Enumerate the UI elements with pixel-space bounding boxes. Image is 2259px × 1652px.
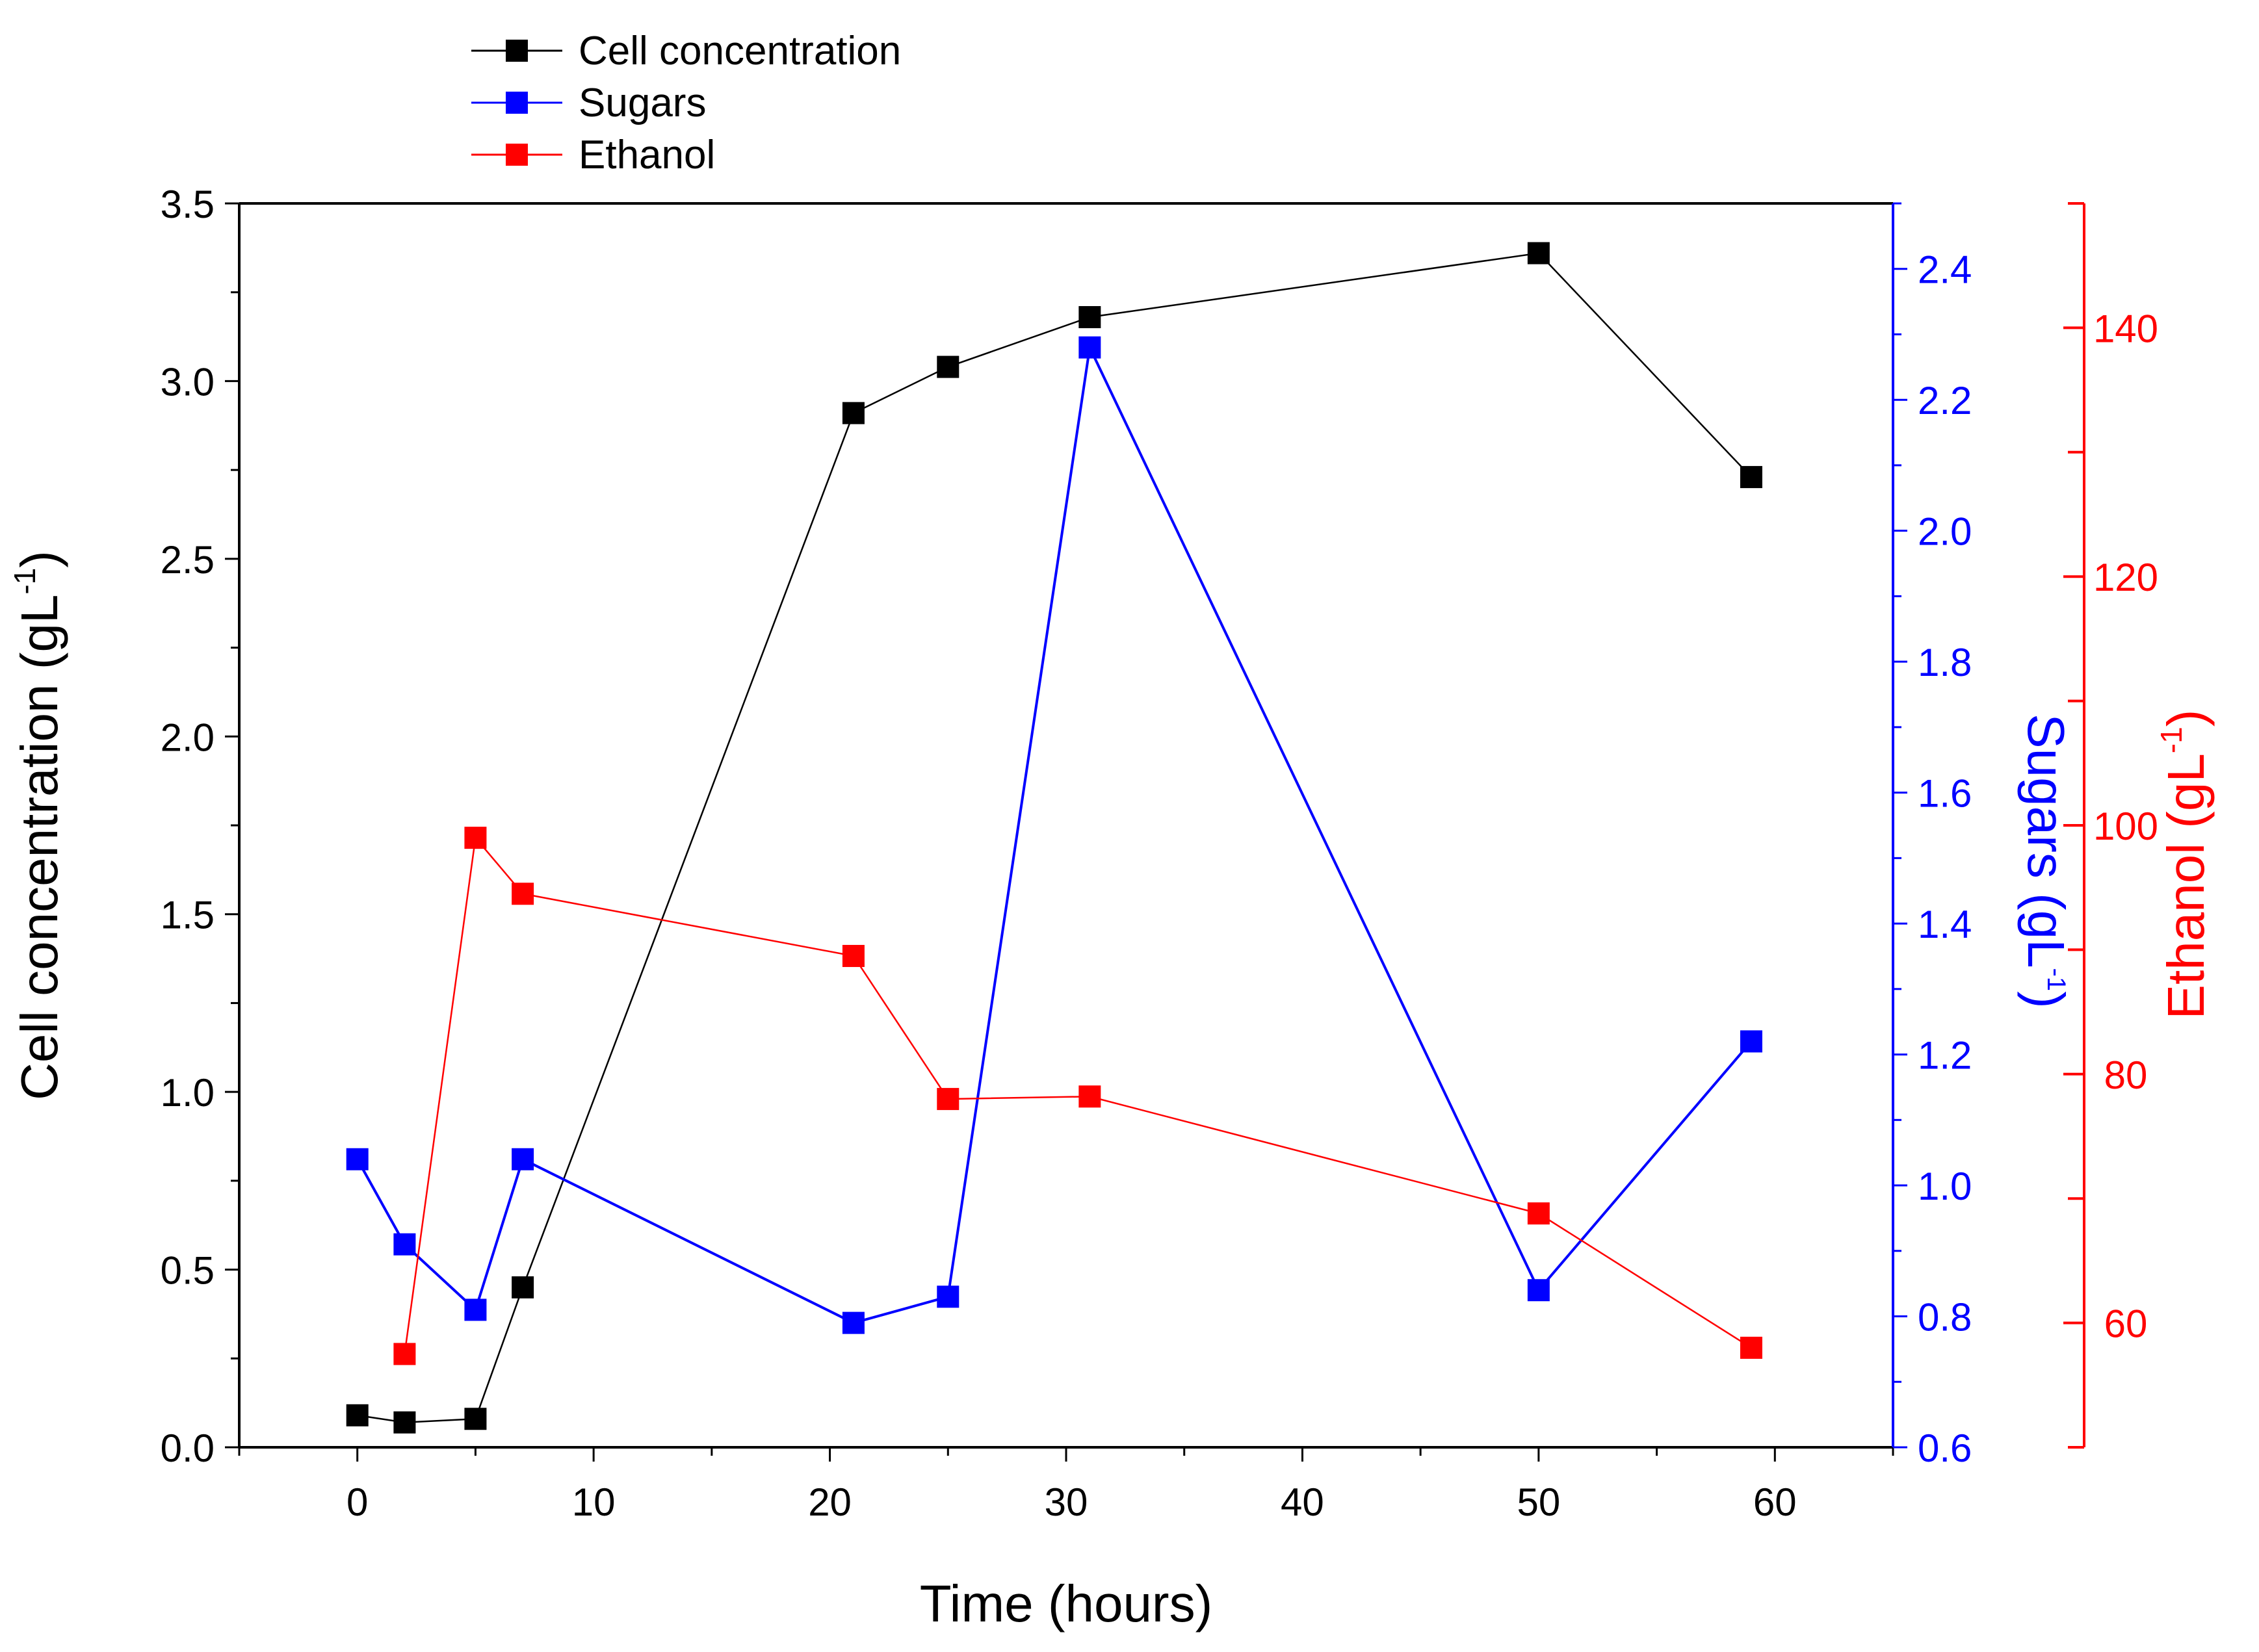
y-sugars-tick-label: 1.6 [1918, 772, 1972, 816]
y-sugars-axis-title-sup: -1 [2042, 968, 2070, 992]
y-ethanol-tick-label: 120 [2093, 556, 2158, 599]
legend-label-ethanol: Ethanol [579, 133, 715, 177]
data-point-cell-concentration [512, 1276, 534, 1298]
y-left-tick-label: 3.0 [161, 360, 215, 404]
y-left-axis-title-end: ) [10, 550, 68, 568]
y-sugars-tick-label: 0.6 [1918, 1426, 1972, 1470]
y-left-tick-label: 1.0 [161, 1071, 215, 1115]
y-sugars-tick-label: 1.4 [1918, 903, 1972, 946]
y-ethanol-tick-label: 80 [2104, 1053, 2148, 1097]
data-point-cell-concentration [1527, 242, 1550, 265]
data-point-cell-concentration [937, 355, 960, 378]
x-tick-label: 10 [572, 1480, 616, 1524]
legend-label-cell-concentration: Cell concentration [579, 29, 901, 73]
axes-layer: 0 10 20 30 40 50 60 Time (hours) 0.0 0.5 1.0 1.5 2.0… [8, 183, 2215, 1633]
data-point-sugars [1078, 336, 1101, 359]
y-left-axis-title-sup: -1 [8, 568, 42, 595]
y-sugars-tick-label: 1.0 [1918, 1165, 1972, 1208]
data-point-sugars [1740, 1030, 1762, 1053]
data-point-ethanol [842, 944, 865, 967]
data-point-cell-concentration [346, 1404, 369, 1426]
legend-marker-sugars [506, 92, 528, 114]
x-tick-label: 30 [1045, 1480, 1088, 1524]
y-left-tick-label: 2.5 [161, 538, 215, 582]
data-point-sugars [393, 1233, 416, 1256]
y-ethanol-axis-title: Ethanol (gL-1) [2154, 710, 2215, 1020]
data-point-ethanol [1740, 1336, 1762, 1359]
series-line-sugars [356, 342, 1753, 1324]
x-tick-label: 60 [1753, 1480, 1797, 1524]
y-left-axis-title-main: Cell concentration (gL [10, 595, 68, 1100]
legend-marker-ethanol [506, 144, 528, 166]
y-sugars-tick-label: 2.4 [1918, 248, 1972, 292]
y-ethanol-tick-label: 100 [2093, 805, 2158, 848]
data-point-ethanol [393, 1343, 416, 1365]
x-tick-label: 0 [346, 1480, 368, 1524]
y-left-tick-label: 3.5 [161, 183, 215, 226]
y-sugars-tick-label: 2.2 [1918, 379, 1972, 422]
y-ethanol-axis-title-main: Ethanol (gL [2157, 753, 2215, 1019]
x-tick-label: 50 [1517, 1480, 1560, 1524]
y-ethanol-tick-label: 140 [2093, 307, 2158, 350]
data-point-ethanol [1527, 1202, 1550, 1225]
y-ethanol-tick-label: 60 [2104, 1302, 2148, 1346]
data-point-ethanol [937, 1088, 960, 1111]
legend-label-sugars: Sugars [579, 81, 706, 125]
x-tick-label: 40 [1281, 1480, 1324, 1524]
data-point-cell-concentration [393, 1411, 416, 1434]
y-sugars-axis-title: Sugars (gL-1) [2017, 714, 2075, 1009]
series-layer [346, 242, 1762, 1434]
y-sugars-tick-label: 1.8 [1918, 641, 1972, 684]
data-point-sugars [464, 1298, 487, 1321]
y-left-axis-title: Cell concentration (gL-1) [8, 550, 68, 1100]
legend: Cell concentration Sugars Ethanol [471, 29, 901, 177]
x-axis-title: Time (hours) [920, 1575, 1212, 1633]
x-tick-label: 20 [808, 1480, 852, 1524]
data-point-ethanol [1078, 1085, 1101, 1108]
data-point-cell-concentration [842, 402, 865, 424]
series-line-cell-concentration [357, 252, 1752, 1423]
data-point-sugars [1527, 1279, 1550, 1302]
y-ethanol-axis-title-end: ) [2157, 710, 2215, 727]
data-point-cell-concentration [1740, 466, 1762, 489]
y-sugars-axis-title-main: Sugars (gL [2017, 714, 2075, 968]
legend-marker-cell-concentration [506, 40, 528, 62]
data-point-sugars [512, 1148, 534, 1170]
y-left-tick-label: 1.5 [161, 894, 215, 937]
data-point-sugars [346, 1148, 369, 1170]
y-left-tick-label: 0.5 [161, 1249, 215, 1293]
data-point-cell-concentration [464, 1408, 487, 1430]
data-point-sugars [937, 1285, 960, 1308]
y-sugars-axis-title-end: ) [2017, 991, 2075, 1009]
data-point-sugars [842, 1311, 865, 1334]
y-left-tick-label: 0.0 [161, 1426, 215, 1470]
y-sugars-tick-label: 2.0 [1918, 510, 1972, 554]
y-sugars-tick-label: 1.2 [1918, 1034, 1972, 1078]
data-point-cell-concentration [1078, 305, 1101, 328]
data-point-ethanol [464, 827, 487, 849]
y-left-tick-label: 2.0 [161, 716, 215, 759]
y-sugars-tick-label: 0.8 [1918, 1296, 1972, 1339]
y-ethanol-axis-title-sup: -1 [2154, 727, 2188, 753]
data-point-ethanol [512, 883, 534, 905]
